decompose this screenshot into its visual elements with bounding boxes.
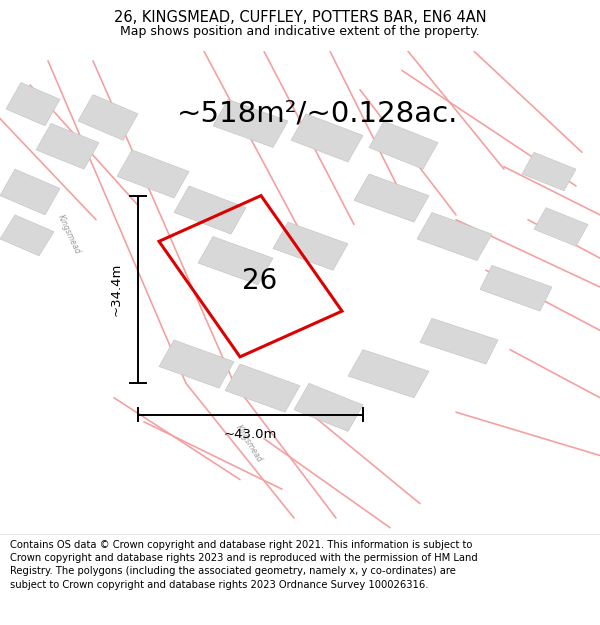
Polygon shape <box>225 364 300 413</box>
Text: Kingsmead: Kingsmead <box>56 213 82 255</box>
Text: Map shows position and indicative extent of the property.: Map shows position and indicative extent… <box>120 26 480 39</box>
Polygon shape <box>291 114 363 162</box>
Polygon shape <box>417 213 492 261</box>
Polygon shape <box>213 99 288 148</box>
Text: ~43.0m: ~43.0m <box>224 428 277 441</box>
Polygon shape <box>198 236 273 284</box>
Text: ~518m²/~0.128ac.: ~518m²/~0.128ac. <box>178 100 458 128</box>
Text: 26, KINGSMEAD, CUFFLEY, POTTERS BAR, EN6 4AN: 26, KINGSMEAD, CUFFLEY, POTTERS BAR, EN6… <box>113 10 487 25</box>
Polygon shape <box>354 174 429 222</box>
Text: 26: 26 <box>242 267 277 295</box>
Polygon shape <box>348 349 429 398</box>
Text: ~34.4m: ~34.4m <box>110 262 123 316</box>
Polygon shape <box>534 208 588 246</box>
Polygon shape <box>36 124 99 169</box>
Polygon shape <box>369 121 438 169</box>
Polygon shape <box>174 186 246 234</box>
Text: Contains OS data © Crown copyright and database right 2021. This information is : Contains OS data © Crown copyright and d… <box>10 540 478 589</box>
Polygon shape <box>294 383 363 431</box>
Polygon shape <box>0 215 54 256</box>
Polygon shape <box>273 222 348 270</box>
Polygon shape <box>480 266 552 311</box>
Polygon shape <box>0 169 60 215</box>
Polygon shape <box>78 94 138 140</box>
Polygon shape <box>117 150 189 198</box>
Polygon shape <box>159 340 234 388</box>
Polygon shape <box>420 318 498 364</box>
Polygon shape <box>6 82 60 126</box>
Polygon shape <box>522 152 576 191</box>
Text: Kingsmead: Kingsmead <box>234 423 264 464</box>
